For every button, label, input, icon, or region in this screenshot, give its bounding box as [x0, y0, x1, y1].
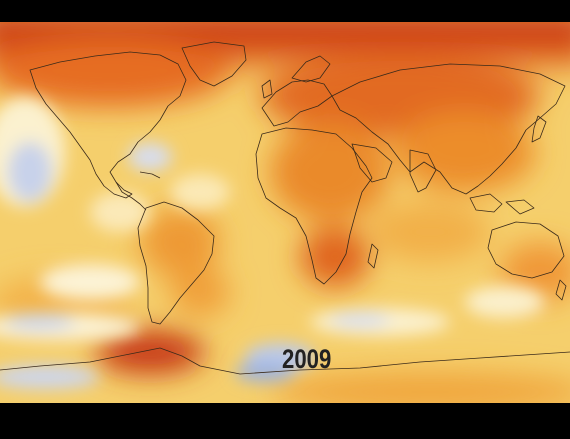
- year-label: 2009: [282, 344, 332, 374]
- coastlines: [0, 41, 570, 375]
- letterbox-bottom: [0, 403, 570, 439]
- letterbox-top: [0, 0, 570, 22]
- warm-anomaly-regions: [0, 22, 570, 403]
- map-svg: [0, 22, 570, 403]
- cool-anomaly-regions: [0, 97, 545, 389]
- temperature-anomaly-map: 2009: [0, 22, 570, 403]
